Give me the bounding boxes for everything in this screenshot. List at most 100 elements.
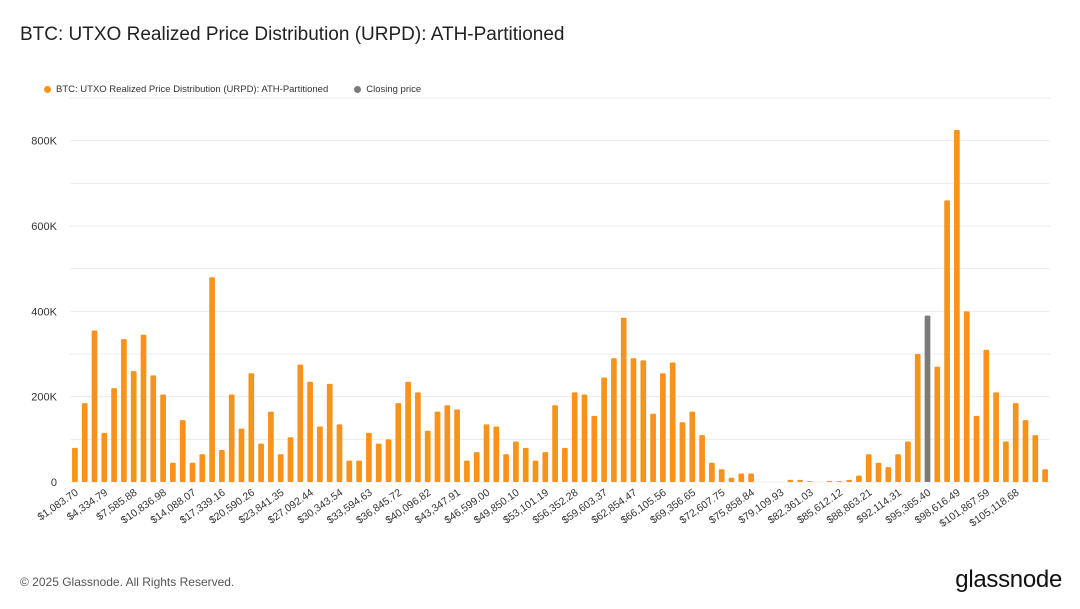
urpd-bar: [130, 371, 137, 482]
urpd-bar: [121, 339, 127, 482]
urpd-bar: [1003, 441, 1009, 482]
urpd-bar: [385, 439, 392, 482]
urpd-bar: [718, 469, 725, 482]
urpd-bar: [375, 443, 382, 482]
urpd-bar: [895, 454, 901, 482]
urpd-bar: [170, 462, 176, 482]
urpd-bar: [630, 358, 637, 482]
urpd-bar: [640, 360, 647, 482]
urpd-bar: [268, 411, 274, 482]
urpd-bar: [209, 277, 215, 482]
urpd-bar: [983, 349, 990, 482]
legend: BTC: UTXO Realized Price Distribution (U…: [44, 82, 447, 96]
urpd-bar: [503, 454, 509, 482]
urpd-bar: [738, 473, 745, 482]
urpd-bar: [522, 447, 529, 482]
urpd-bar: [179, 420, 186, 482]
urpd-bar: [395, 403, 402, 482]
urpd-bar: [287, 437, 294, 482]
urpd-bar: [601, 377, 607, 482]
urpd-bar: [513, 441, 519, 482]
urpd-bar: [650, 413, 656, 482]
urpd-bar: [954, 130, 960, 482]
urpd-bar: [160, 394, 166, 482]
urpd-bar: [454, 409, 460, 482]
urpd-bar: [826, 481, 833, 482]
urpd-bar: [807, 481, 813, 482]
legend-label-closing-price: Closing price: [366, 83, 422, 95]
urpd-bar: [415, 392, 421, 482]
legend-item-closing-price[interactable]: Closing price: [354, 84, 421, 95]
urpd-bar: [689, 411, 696, 482]
urpd-bar: [150, 375, 157, 482]
urpd-bar: [562, 447, 568, 482]
urpd-bar: [464, 460, 470, 482]
urpd-bar: [101, 432, 108, 482]
urpd-bar: [875, 462, 882, 482]
y-tick-label: 600K: [31, 221, 57, 233]
urpd-bar: [728, 477, 735, 482]
urpd-bar: [248, 373, 255, 482]
urpd-bar: [219, 450, 225, 482]
urpd-bar: [905, 441, 911, 482]
urpd-bar: [914, 354, 921, 482]
urpd-bar: [679, 422, 686, 482]
legend-swatch-urpd: [44, 85, 51, 93]
urpd-bar: [366, 432, 372, 482]
urpd-bar: [944, 200, 950, 482]
urpd-bar: [199, 454, 206, 482]
urpd-bar: [1042, 469, 1048, 482]
urpd-bar: [709, 462, 715, 482]
urpd-bar: [81, 403, 88, 482]
urpd-bar: [473, 452, 480, 482]
urpd-bar: [934, 366, 941, 482]
urpd-bar: [699, 435, 705, 482]
urpd-bar: [620, 317, 627, 482]
urpd-bar: [258, 443, 264, 482]
urpd-bar: [405, 381, 411, 482]
urpd-bar: [660, 373, 666, 482]
urpd-bar: [669, 362, 676, 482]
urpd-bar: [336, 424, 343, 482]
urpd-bar: [483, 424, 490, 482]
urpd-bar-chart: 0200K400K600K800K$1,083.70$4,334.79$7,58…: [31, 97, 1050, 530]
urpd-bar: [277, 454, 284, 482]
urpd-bar: [444, 405, 451, 482]
urpd-bar: [346, 460, 353, 482]
urpd-bar: [748, 473, 754, 482]
urpd-bar: [542, 452, 549, 482]
urpd-bar: [1012, 403, 1019, 482]
urpd-bar: [72, 447, 78, 482]
urpd-bar: [571, 392, 578, 482]
legend-item-urpd[interactable]: BTC: UTXO Realized Price Distribution (U…: [44, 84, 328, 95]
urpd-bar: [611, 358, 617, 482]
urpd-bar: [581, 394, 588, 482]
urpd-bar: [591, 415, 598, 482]
urpd-bar: [307, 381, 313, 482]
urpd-bar: [326, 383, 333, 482]
urpd-bar: [885, 467, 892, 482]
urpd-bar: [797, 479, 803, 482]
legend-label-urpd: BTC: UTXO Realized Price Distribution (U…: [56, 83, 329, 95]
urpd-bar: [297, 364, 304, 482]
urpd-bar: [493, 426, 500, 482]
urpd-bar: [317, 426, 323, 482]
y-tick-label: 200K: [31, 392, 57, 404]
urpd-bar: [91, 330, 98, 482]
urpd-bar: [865, 454, 872, 482]
legend-swatch-closing-price: [354, 85, 362, 93]
urpd-bar: [1032, 435, 1039, 482]
urpd-bar: [973, 415, 980, 482]
urpd-bar: [356, 460, 362, 482]
chart-title: BTC: UTXO Realized Price Distribution (U…: [20, 24, 565, 45]
copyright-footer: © 2025 Glassnode. All Rights Reserved.: [20, 575, 235, 589]
closing-price-bar: [924, 315, 931, 482]
y-tick-label: 400K: [31, 306, 57, 318]
urpd-bar: [238, 428, 245, 482]
urpd-bar: [228, 394, 235, 482]
urpd-bar: [189, 462, 196, 482]
urpd-bar: [856, 475, 862, 482]
urpd-bar: [1022, 420, 1029, 482]
urpd-bar: [111, 388, 117, 482]
urpd-bar: [993, 392, 999, 482]
